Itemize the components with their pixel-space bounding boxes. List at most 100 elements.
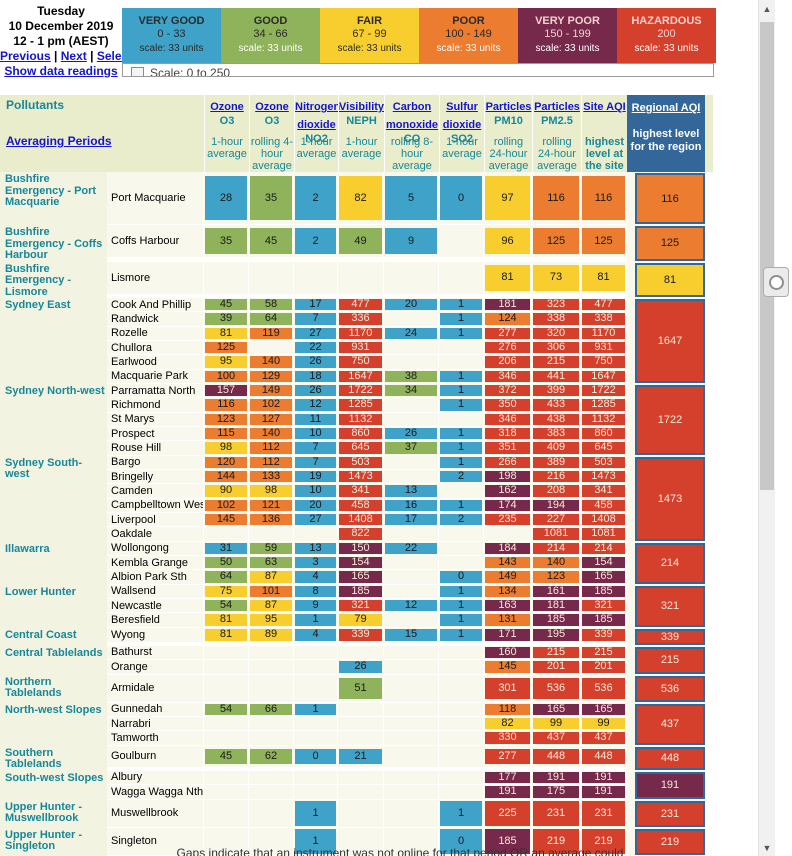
site-name: Rouse Hill — [107, 441, 204, 455]
regional-aqi-value: 125 — [635, 226, 705, 261]
aqi-value: 7 — [295, 442, 336, 454]
date-full: 10 December 2019 — [8, 19, 114, 33]
pollutant-formula: PM10 — [494, 115, 523, 127]
aqi-value-cell: 503 — [581, 455, 627, 469]
aqi-value: 437 — [582, 732, 625, 744]
scrollbar-thumb[interactable] — [760, 22, 774, 490]
aqi-value-cell: 191 — [581, 770, 627, 785]
averaging-periods-link[interactable]: Averaging Periods — [6, 134, 112, 148]
aqi-value: 175 — [533, 786, 579, 798]
nav-separator: | — [54, 49, 58, 63]
aqi-value-cell — [384, 827, 439, 855]
aqi-value-cell — [384, 455, 439, 469]
previous-link[interactable]: Previous — [0, 49, 51, 63]
pollutant-link[interactable]: Visibility — [339, 101, 385, 113]
aqi-value-cell — [204, 527, 249, 541]
pollutant-link[interactable]: Particles — [534, 101, 580, 113]
region-label: Sydney North-west — [0, 383, 107, 456]
aqi-value: 13 — [295, 542, 336, 554]
aqi-value: 22 — [295, 341, 336, 354]
aqi-value-cell: 140 — [249, 355, 294, 369]
aqi-value: 64 — [205, 571, 247, 583]
aqi-value-cell: 58 — [249, 298, 294, 312]
pollutant-link[interactable]: Ozone — [210, 101, 244, 113]
aqi-value-cell — [204, 799, 249, 827]
pollutants-header: Pollutants — [6, 98, 65, 112]
averaging-period-label: rolling 8-hour average — [390, 136, 434, 172]
scroll-down-icon[interactable]: ▼ — [762, 842, 772, 853]
pollutant-link[interactable]: Nitrogen dioxide — [295, 101, 341, 131]
aqi-value: 160 — [485, 647, 530, 659]
aqi-value: 216 — [533, 470, 579, 483]
aqi-value-cell — [439, 702, 484, 716]
site-name: Liverpool — [107, 512, 204, 527]
pollutant-link[interactable]: Carbon monoxide — [386, 101, 438, 131]
region-label: Central Tablelands — [0, 645, 107, 675]
legend-very-poor: VERY POOR 150 - 199 scale: 33 units — [518, 8, 617, 63]
aqi-value: 143 — [485, 556, 530, 569]
aqi-value: 409 — [533, 442, 579, 454]
pollutant-link[interactable]: Sulfur dioxide — [442, 101, 482, 131]
aqi-value-cell: 17 — [384, 512, 439, 527]
aqi-value-cell: 81 — [204, 326, 249, 340]
aqi-value: 645 — [582, 442, 625, 454]
aqi-value: 227 — [533, 513, 579, 526]
pollutant-link[interactable]: Ozone — [255, 101, 289, 113]
aqi-value: 184 — [485, 542, 530, 554]
aqi-value: 87 — [250, 571, 292, 583]
column-spacer — [627, 770, 635, 800]
aqi-value: 49 — [339, 228, 382, 254]
site-row: Parramatta North 157 149 26 1722 34 1 372 399 172… — [107, 383, 627, 399]
aqi-value-cell: 20 — [384, 298, 439, 312]
show-data-readings-link[interactable]: Show data readings — [4, 64, 118, 78]
aqi-value-cell: 448 — [532, 745, 581, 767]
pollutant-columns: Ozone O3 1-hour average Ozone O3 rolling 4-ho… — [204, 95, 627, 172]
aqi-value: 931 — [339, 341, 382, 354]
vertical-scrollbar[interactable]: ▲ ▼ — [758, 0, 775, 856]
aqi-value-cell — [204, 770, 249, 785]
aqi-value-cell: 1 — [439, 398, 484, 412]
aqi-value-cell — [384, 527, 439, 541]
aqi-value-cell: 120 — [204, 455, 249, 469]
regional-aqi-subtitle: highest level for the region — [630, 128, 702, 153]
averaging-period-label: rolling 24-hour average — [488, 136, 529, 172]
aqi-value-cell: 1 — [439, 498, 484, 512]
aqi-value: 22 — [385, 542, 437, 554]
aqi-value: 1132 — [582, 413, 625, 425]
aqi-value: 81 — [205, 327, 247, 339]
aqi-value-cell: 441 — [532, 369, 581, 383]
aqi-value-cell: 133 — [249, 469, 294, 484]
aqi-value-cell: 116 — [532, 172, 581, 224]
scroll-up-icon[interactable]: ▲ — [762, 3, 772, 14]
aqi-value-cell — [338, 702, 384, 716]
aqi-value: 119 — [250, 327, 292, 339]
pollutant-formula: O3 — [264, 115, 280, 127]
aqi-value-cell: 645 — [581, 441, 627, 455]
regional-aqi-value: 536 — [635, 675, 705, 702]
aqi-value-cell: 219 — [581, 827, 627, 855]
scale-option-bar[interactable]: Scale: 0 to 250 — [122, 63, 714, 77]
aqi-value: 181 — [485, 298, 530, 311]
aqi-value: 503 — [582, 456, 625, 468]
aqi-value-cell: 140 — [532, 555, 581, 570]
pollutant-link[interactable]: Particles — [485, 101, 532, 113]
aqi-table: Pollutants Averaging Periods Ozone O3 1-ho… — [0, 95, 713, 856]
aqi-value: 10 — [295, 485, 336, 497]
aqi-value: 441 — [533, 370, 579, 382]
site-aqi-link[interactable]: Site AQI — [583, 101, 626, 113]
aqi-value-cell — [294, 261, 338, 294]
aqi-value-cell: 536 — [532, 674, 581, 702]
site-name: Coffs Harbour — [107, 225, 204, 257]
aqi-value: 45 — [250, 228, 292, 254]
aqi-value-cell: 81 — [204, 613, 249, 627]
next-link[interactable]: Next — [60, 49, 87, 63]
aqi-value-cell: 351 — [484, 441, 532, 455]
regional-aqi-link[interactable]: Regional AQI — [631, 102, 701, 114]
aqi-value: 18 — [295, 370, 336, 382]
aqi-value-cell: 87 — [249, 598, 294, 613]
aqi-value: 98 — [205, 442, 247, 454]
aqi-value: 201 — [582, 661, 625, 673]
pollutant-formula: CO — [403, 133, 421, 145]
floating-widget-button[interactable] — [763, 267, 789, 297]
aqi-value-cell: 102 — [204, 498, 249, 512]
